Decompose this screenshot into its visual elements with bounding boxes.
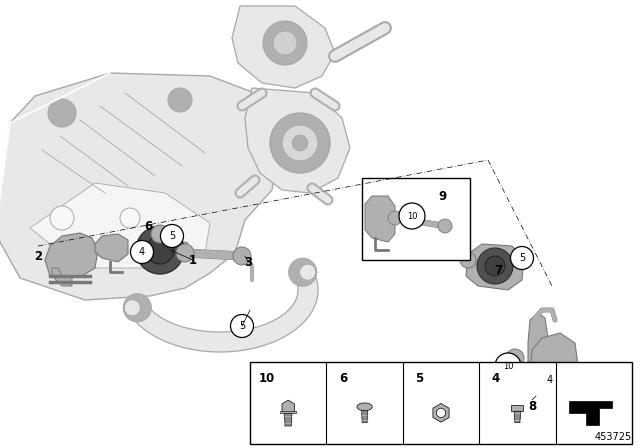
Circle shape xyxy=(168,88,192,112)
Circle shape xyxy=(506,349,524,367)
Circle shape xyxy=(436,408,445,418)
Text: 4: 4 xyxy=(492,371,500,384)
Circle shape xyxy=(161,224,184,247)
Circle shape xyxy=(289,258,317,286)
Polygon shape xyxy=(284,414,292,426)
Polygon shape xyxy=(433,404,449,422)
Text: 453725: 453725 xyxy=(595,432,632,442)
Polygon shape xyxy=(528,313,548,412)
Polygon shape xyxy=(511,405,524,411)
FancyBboxPatch shape xyxy=(362,178,470,260)
Text: 3: 3 xyxy=(244,255,252,268)
Circle shape xyxy=(48,99,76,127)
Circle shape xyxy=(388,211,402,225)
Text: 8: 8 xyxy=(528,400,536,413)
Circle shape xyxy=(136,226,184,274)
Circle shape xyxy=(438,219,452,233)
Circle shape xyxy=(495,353,521,379)
Polygon shape xyxy=(245,88,350,193)
Polygon shape xyxy=(530,333,578,396)
Text: 1: 1 xyxy=(189,254,197,267)
Text: 5: 5 xyxy=(519,253,525,263)
Circle shape xyxy=(427,230,443,246)
Text: 6: 6 xyxy=(144,220,152,233)
Circle shape xyxy=(399,203,425,229)
Circle shape xyxy=(124,294,151,322)
Circle shape xyxy=(131,241,154,263)
Text: 9: 9 xyxy=(438,190,446,202)
Polygon shape xyxy=(514,411,521,423)
Circle shape xyxy=(273,31,297,55)
Circle shape xyxy=(151,225,169,243)
FancyBboxPatch shape xyxy=(250,362,632,444)
Circle shape xyxy=(460,252,476,268)
Text: 7: 7 xyxy=(494,263,502,276)
Text: 5: 5 xyxy=(239,321,245,331)
Circle shape xyxy=(146,236,174,264)
Text: 4: 4 xyxy=(547,375,553,385)
Text: 2: 2 xyxy=(34,250,42,263)
Circle shape xyxy=(176,244,194,262)
Text: 5: 5 xyxy=(169,231,175,241)
Polygon shape xyxy=(365,196,395,242)
Circle shape xyxy=(50,206,74,230)
Circle shape xyxy=(477,248,513,284)
Polygon shape xyxy=(30,183,210,268)
Circle shape xyxy=(282,125,318,161)
Text: 10: 10 xyxy=(259,371,275,384)
Polygon shape xyxy=(280,411,296,414)
Circle shape xyxy=(538,369,561,392)
Text: 4: 4 xyxy=(139,247,145,257)
Polygon shape xyxy=(52,268,72,286)
Polygon shape xyxy=(232,6,335,88)
Polygon shape xyxy=(128,269,318,352)
Text: 5: 5 xyxy=(415,371,424,384)
Polygon shape xyxy=(135,236,188,263)
Ellipse shape xyxy=(357,403,372,411)
Text: 6: 6 xyxy=(339,371,348,384)
Polygon shape xyxy=(362,411,368,423)
Circle shape xyxy=(270,113,330,173)
Polygon shape xyxy=(95,234,128,262)
Polygon shape xyxy=(0,73,280,300)
Circle shape xyxy=(120,208,140,228)
Text: 10: 10 xyxy=(503,362,513,370)
Circle shape xyxy=(230,314,253,337)
Circle shape xyxy=(233,247,251,265)
Circle shape xyxy=(300,264,316,280)
Circle shape xyxy=(124,300,140,316)
Polygon shape xyxy=(466,244,524,290)
Text: 10: 10 xyxy=(407,211,417,220)
Polygon shape xyxy=(282,400,294,414)
Circle shape xyxy=(511,246,534,270)
Circle shape xyxy=(485,256,505,276)
Circle shape xyxy=(263,21,307,65)
Polygon shape xyxy=(45,233,98,276)
Polygon shape xyxy=(569,401,612,425)
Circle shape xyxy=(292,135,308,151)
